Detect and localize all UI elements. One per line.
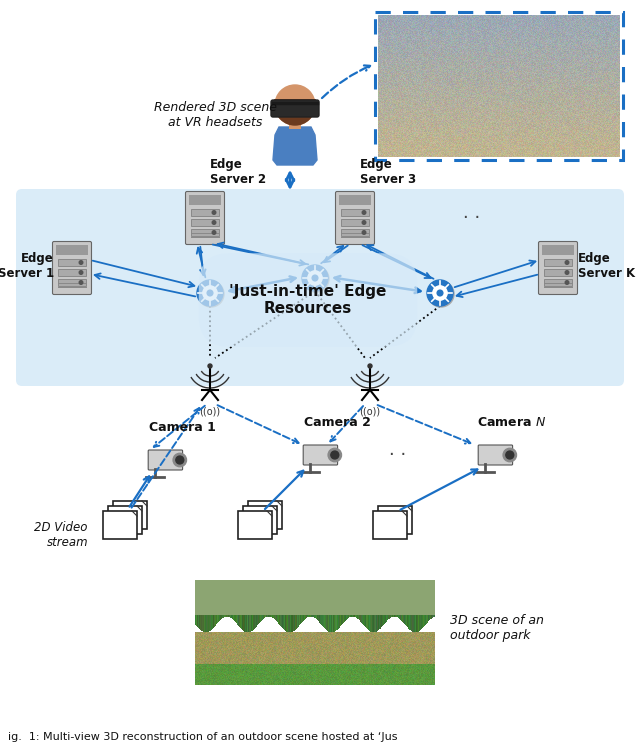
FancyBboxPatch shape (542, 245, 574, 255)
Bar (238, 511, 272, 539)
Bar (248, 501, 282, 529)
FancyBboxPatch shape (544, 259, 572, 266)
FancyBboxPatch shape (16, 189, 624, 386)
Text: Camera 2: Camera 2 (303, 416, 371, 429)
Circle shape (79, 260, 83, 264)
FancyBboxPatch shape (341, 219, 369, 226)
Text: ((o)): ((o)) (200, 406, 221, 416)
Circle shape (362, 231, 366, 234)
Text: 2D Video
stream: 2D Video stream (35, 521, 88, 549)
FancyBboxPatch shape (544, 269, 572, 276)
Text: Rendered 3D scene
at VR headsets: Rendered 3D scene at VR headsets (154, 101, 276, 129)
FancyBboxPatch shape (339, 195, 371, 205)
FancyBboxPatch shape (58, 259, 86, 266)
FancyBboxPatch shape (191, 209, 219, 216)
Circle shape (565, 271, 569, 275)
FancyBboxPatch shape (341, 229, 369, 236)
FancyBboxPatch shape (478, 445, 513, 465)
Circle shape (302, 265, 328, 291)
Circle shape (565, 260, 569, 264)
FancyBboxPatch shape (186, 191, 225, 245)
Circle shape (427, 280, 453, 306)
Bar (378, 506, 412, 534)
Text: ((o)): ((o)) (360, 406, 381, 416)
FancyBboxPatch shape (52, 242, 92, 295)
Text: 3D scene of an
outdoor park: 3D scene of an outdoor park (450, 614, 544, 641)
Circle shape (79, 271, 83, 275)
Circle shape (362, 221, 366, 224)
Text: Edge
Server 3: Edge Server 3 (360, 158, 416, 186)
Text: Edge
Server 2: Edge Server 2 (210, 158, 266, 186)
Text: ig.  1: Multi-view 3D reconstruction of an outdoor scene hosted at ‘Jus: ig. 1: Multi-view 3D reconstruction of a… (8, 732, 397, 742)
Circle shape (303, 266, 329, 292)
Circle shape (312, 275, 318, 280)
Circle shape (208, 364, 212, 368)
Circle shape (428, 281, 454, 307)
Circle shape (308, 271, 322, 285)
FancyBboxPatch shape (191, 229, 219, 236)
Circle shape (207, 290, 213, 296)
FancyBboxPatch shape (274, 99, 316, 111)
FancyBboxPatch shape (148, 450, 182, 470)
Circle shape (176, 456, 184, 464)
FancyBboxPatch shape (303, 445, 338, 465)
Circle shape (212, 221, 216, 224)
Circle shape (203, 286, 217, 300)
Circle shape (197, 280, 223, 306)
Text: 'Just-in-time' Edge
Resources: 'Just-in-time' Edge Resources (229, 283, 387, 316)
Text: Camera $N$: Camera $N$ (477, 416, 547, 429)
Circle shape (275, 85, 315, 125)
Bar (373, 511, 407, 539)
Circle shape (437, 290, 443, 296)
Circle shape (173, 453, 187, 466)
Bar (289, 121, 301, 129)
Circle shape (79, 280, 83, 284)
Circle shape (212, 211, 216, 214)
FancyBboxPatch shape (56, 245, 88, 255)
FancyBboxPatch shape (341, 209, 369, 216)
Polygon shape (273, 127, 317, 165)
Bar (113, 501, 147, 529)
FancyBboxPatch shape (58, 269, 86, 276)
FancyBboxPatch shape (335, 191, 374, 245)
Circle shape (368, 364, 372, 368)
FancyBboxPatch shape (271, 100, 319, 117)
Wedge shape (275, 105, 315, 125)
Circle shape (506, 451, 514, 459)
Text: Camera 1: Camera 1 (148, 421, 216, 434)
Circle shape (433, 286, 447, 300)
FancyBboxPatch shape (189, 195, 221, 205)
FancyBboxPatch shape (58, 279, 86, 286)
Circle shape (212, 231, 216, 234)
Text: · ·: · · (463, 209, 480, 227)
Bar (243, 506, 277, 534)
Text: · ·: · · (389, 446, 406, 464)
FancyBboxPatch shape (544, 279, 572, 286)
Text: Edge
Server 1: Edge Server 1 (0, 252, 54, 280)
FancyBboxPatch shape (375, 12, 623, 160)
FancyBboxPatch shape (538, 242, 577, 295)
Circle shape (565, 280, 569, 284)
Circle shape (362, 211, 366, 214)
Circle shape (198, 281, 224, 307)
Circle shape (503, 448, 516, 462)
Text: Edge
Server K: Edge Server K (578, 252, 635, 280)
Bar (108, 506, 142, 534)
Circle shape (328, 448, 342, 462)
Circle shape (331, 451, 339, 459)
Bar (103, 511, 137, 539)
FancyBboxPatch shape (191, 219, 219, 226)
